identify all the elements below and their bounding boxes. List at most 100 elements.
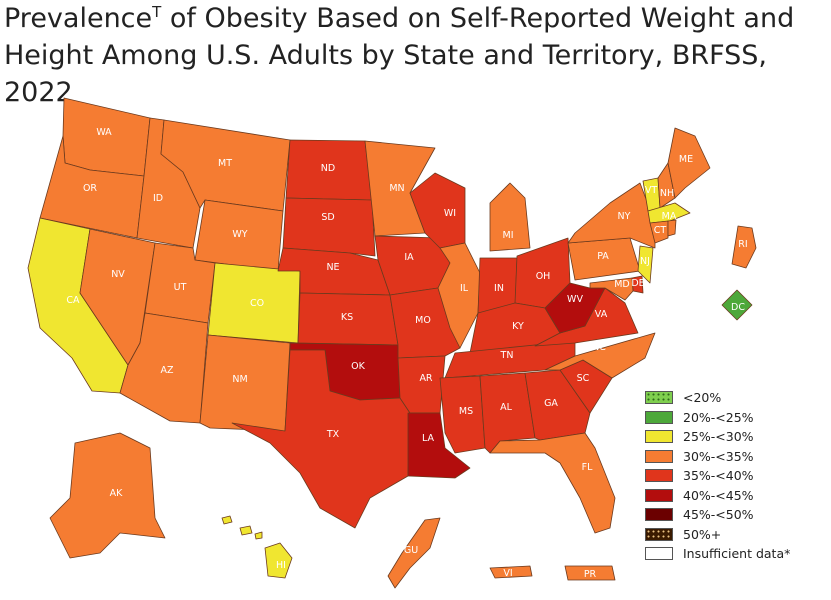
label-PR: PR [584, 569, 597, 580]
island-HI-1 [221, 515, 233, 525]
legend: <20% 20%-<25% 25%-<30% 30%-<35% 35%-<40% 40%-… [645, 388, 790, 564]
legend-label: 40%-<45% [683, 487, 754, 503]
legend-swatch [645, 547, 673, 561]
label-TN: TN [500, 350, 514, 361]
legend-swatch [645, 391, 673, 405]
label-WI: WI [444, 208, 456, 219]
label-SC: SC [577, 373, 590, 384]
legend-item: 50%+ [645, 525, 790, 545]
legend-label: 30%-<35% [683, 448, 754, 464]
label-HI: HI [276, 560, 286, 571]
legend-swatch [645, 449, 673, 463]
state-IL[interactable] [437, 242, 481, 349]
state-VI[interactable] [489, 565, 533, 579]
state-MS[interactable] [439, 375, 486, 454]
legend-swatch [645, 410, 673, 424]
label-AR: AR [419, 373, 432, 384]
legend-swatch [645, 527, 673, 541]
state-HI[interactable] [264, 542, 293, 579]
label-KS: KS [341, 312, 353, 323]
legend-swatch [645, 469, 673, 483]
label-KY: KY [512, 321, 524, 332]
label-CA: CA [66, 295, 80, 306]
label-OH: OH [536, 271, 551, 282]
label-OK: OK [351, 361, 365, 372]
legend-label: 50%+ [683, 526, 722, 542]
map-title: PrevalenceT of Obesity Based on Self-Rep… [4, 3, 795, 108]
label-MT: MT [218, 158, 232, 169]
state-AZ[interactable] [119, 312, 209, 424]
label-NY: NY [618, 211, 631, 222]
label-SD: SD [321, 212, 334, 223]
state-MD[interactable] [589, 277, 634, 301]
legend-label: <20% [683, 390, 722, 406]
label-MS: MS [459, 406, 473, 417]
label-ME: ME [679, 154, 693, 165]
label-UT: UT [174, 282, 187, 293]
label-RI: RI [738, 239, 747, 250]
label-NE: NE [326, 262, 339, 273]
legend-item: 20%-<25% [645, 408, 790, 428]
state-NC[interactable] [544, 332, 656, 379]
label-WY: WY [232, 229, 247, 240]
state-GU[interactable] [387, 517, 441, 589]
state-AR[interactable] [397, 355, 446, 414]
label-ID: ID [153, 193, 163, 204]
us-obesity-map: WA OR CA ID NV MT WY UT AZ CO NM ND SD N… [27, 97, 757, 589]
legend-label: Insufficient data* [683, 546, 791, 562]
state-FL[interactable] [489, 432, 616, 534]
state-WV[interactable] [544, 282, 606, 334]
state-RI-inset[interactable] [731, 225, 757, 269]
label-NM: NM [232, 374, 247, 385]
label-NC: NC [592, 342, 606, 353]
state-WI[interactable] [409, 172, 466, 249]
legend-swatch [645, 508, 673, 522]
island-HI-3 [254, 531, 263, 540]
state-RI[interactable] [667, 219, 677, 237]
label-MA: MA [662, 211, 677, 222]
legend-swatch [645, 488, 673, 502]
label-OR: OR [83, 183, 97, 194]
state-AK[interactable] [49, 432, 166, 559]
label-DE: DE [631, 278, 644, 289]
legend-swatch [645, 430, 673, 444]
legend-item: <20% [645, 388, 790, 408]
state-DC[interactable] [721, 289, 753, 321]
label-AL: AL [500, 402, 512, 413]
label-NJ: NJ [640, 256, 650, 267]
label-VT: VT [645, 185, 657, 196]
label-CT: CT [654, 225, 667, 236]
label-IL: IL [460, 283, 469, 294]
label-AZ: AZ [160, 365, 173, 376]
state-labels: WA OR CA ID NV MT WY UT AZ CO NM ND SD N… [66, 127, 747, 580]
label-TX: TX [326, 429, 340, 440]
label-WV: WV [567, 294, 583, 305]
legend-label: 35%-<40% [683, 468, 754, 484]
label-WA: WA [96, 127, 112, 138]
label-MN: MN [389, 183, 404, 194]
state-NY[interactable] [567, 182, 656, 249]
legend-label: 45%-<50% [683, 507, 754, 523]
legend-label: 25%-<30% [683, 429, 754, 445]
state-MA[interactable] [647, 202, 691, 224]
state-MI[interactable] [489, 182, 531, 252]
label-VI: VI [503, 568, 512, 579]
legend-item: 30%-<35% [645, 447, 790, 467]
state-SD[interactable] [282, 197, 376, 257]
island-HI-2 [239, 525, 253, 536]
label-MI: MI [503, 230, 514, 241]
state-TX[interactable] [231, 349, 411, 529]
label-CO: CO [250, 298, 264, 309]
label-VA: VA [595, 309, 608, 320]
legend-item: 25%-<30% [645, 427, 790, 447]
label-LA: LA [422, 433, 435, 444]
legend-item: Insufficient data* [645, 544, 790, 564]
legend-item: 40%-<45% [645, 486, 790, 506]
state-ME[interactable] [667, 127, 711, 199]
state-CT[interactable] [649, 220, 669, 244]
label-GU: GU [404, 545, 418, 556]
label-MO: MO [415, 315, 431, 326]
state-NJ[interactable] [637, 245, 654, 284]
state-LA[interactable] [407, 412, 471, 479]
state-PR[interactable] [564, 565, 616, 581]
